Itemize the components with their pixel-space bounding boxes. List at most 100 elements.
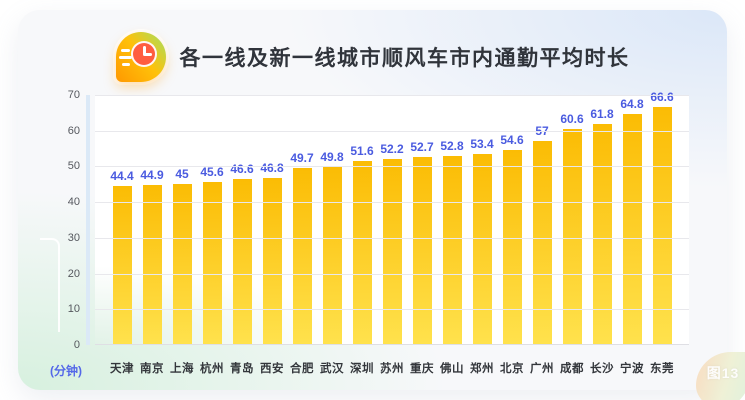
y-axis-tick: 50 <box>67 160 80 173</box>
x-axis-label: 广州 <box>530 363 554 375</box>
x-axis-label: 北京 <box>500 363 524 375</box>
bar-group: 53.4 <box>467 95 497 345</box>
bar-长沙: 61.8 <box>590 107 614 345</box>
gridline <box>95 273 689 275</box>
decorative-bracket <box>40 238 60 332</box>
bar-宁波: 64.8 <box>620 97 644 345</box>
chart-header: 各一线及新一线城市顺风车市内通勤平均时长 <box>18 32 727 82</box>
bar-chart: 0 10 20 30 40 50 60 70 44.4 44.9 45 45.6 46.6 46.8 49… <box>18 10 727 390</box>
bar-value-label: 52.7 <box>410 139 434 154</box>
y-axis-tick: 70 <box>67 89 80 101</box>
bar-group: 57 <box>527 95 557 345</box>
x-axis-label: 重庆 <box>410 363 434 375</box>
figure-number-label: 图13 <box>706 365 740 381</box>
x-axis-label: 杭州 <box>200 363 224 375</box>
bar-value-label: 44.9 <box>140 167 164 182</box>
gridline <box>95 344 689 345</box>
bar-group: 49.8 <box>317 95 347 345</box>
y-axis-tick: 0 <box>73 339 80 351</box>
gridline <box>95 202 689 204</box>
x-axis-label: 上海 <box>170 363 194 375</box>
bar-杭州: 45.6 <box>200 165 224 345</box>
bar-成都: 60.6 <box>560 112 584 345</box>
bar-合肥: 49.7 <box>290 151 314 345</box>
gridline <box>95 130 689 132</box>
gridline <box>95 237 689 239</box>
bar-value-label: 49.8 <box>320 150 344 165</box>
chart-card: 各一线及新一线城市顺风车市内通勤平均时长 0 10 20 30 40 50 60 70 44.… <box>18 10 727 390</box>
gridline <box>95 166 689 168</box>
x-axis-label: 合肥 <box>290 363 314 375</box>
bar-佛山: 52.8 <box>440 139 464 345</box>
x-axis-label: 青岛 <box>230 363 254 375</box>
bar-group: 61.8 <box>587 95 617 345</box>
bar-北京: 54.6 <box>500 133 524 345</box>
y-axis-tick: 20 <box>67 267 80 280</box>
x-axis-label: 武汉 <box>320 363 344 375</box>
x-axis: 天津 南京 上海 杭州 青岛 西安 合肥 武汉 深圳 苏州 重庆 佛山 郑州 北京 广州 成都 长沙 宁波 东莞 <box>95 361 689 377</box>
bar-group: 49.7 <box>287 95 317 345</box>
bar-group: 44.9 <box>137 95 167 345</box>
bar-value-label: 45.6 <box>200 165 224 180</box>
bar-value-label: 46.8 <box>260 160 284 175</box>
bar-value-label: 54.6 <box>500 133 524 147</box>
bar-group: 46.6 <box>227 95 257 345</box>
plot-area: 44.4 44.9 45 45.6 46.6 46.8 49.7 49.8 51.6 52.2 52… <box>95 90 689 345</box>
bar-value-label: 45 <box>175 167 189 182</box>
bar-group: 60.6 <box>557 95 587 345</box>
bar-group: 51.6 <box>347 95 377 345</box>
y-axis-tick: 10 <box>67 303 80 316</box>
x-axis-label: 佛山 <box>440 363 464 375</box>
bar-group: 52.8 <box>437 95 467 345</box>
bar-group: 46.8 <box>257 95 287 345</box>
bar-group: 52.7 <box>407 95 437 345</box>
x-axis-label: 西安 <box>260 363 284 375</box>
x-axis-label: 郑州 <box>470 363 494 375</box>
gridline <box>95 309 689 311</box>
bars-row: 44.4 44.9 45 45.6 46.6 46.8 49.7 49.8 51.6 52.2 52… <box>95 90 689 345</box>
bar-group: 45.6 <box>197 95 227 345</box>
bar-value-label: 51.6 <box>350 143 374 158</box>
bar-上海: 45 <box>172 167 192 345</box>
bar-value-label: 60.6 <box>560 111 584 126</box>
bar-value-label: 53.4 <box>470 137 494 152</box>
x-axis-label: 长沙 <box>590 363 614 375</box>
bar-青岛: 46.6 <box>230 162 254 345</box>
bar-广州: 57 <box>532 124 552 345</box>
bar-group: 54.6 <box>497 95 527 345</box>
x-axis-label: 东莞 <box>650 363 674 375</box>
bar-苏州: 52.2 <box>380 142 404 345</box>
bar-value-label: 66.6 <box>650 90 674 105</box>
bar-南京: 44.9 <box>140 168 164 345</box>
bar-郑州: 53.4 <box>470 137 494 345</box>
gridline <box>95 95 689 96</box>
y-axis-tick: 30 <box>67 231 80 244</box>
bar-value-label: 52.2 <box>380 141 404 156</box>
bar-value-label: 46.6 <box>230 161 254 176</box>
bar-group: 66.6 <box>647 90 677 345</box>
y-axis-unit-label: (分钟) <box>50 364 82 378</box>
x-axis-label: 成都 <box>560 363 584 375</box>
bar-group: 64.8 <box>617 95 647 345</box>
bar-value-label: 61.8 <box>590 107 614 122</box>
clock-speed-icon <box>115 32 166 82</box>
bar-group: 44.4 <box>107 95 137 345</box>
bar-西安: 46.8 <box>260 161 284 345</box>
bar-重庆: 52.7 <box>410 140 434 345</box>
clock-face-icon <box>130 41 157 67</box>
x-axis-label: 南京 <box>140 363 164 375</box>
bar-value-label: 52.8 <box>440 139 464 154</box>
x-axis-label: 天津 <box>110 363 134 375</box>
bar-value-label: 44.4 <box>110 169 134 184</box>
y-axis-tick: 40 <box>67 196 80 209</box>
x-axis-label: 苏州 <box>380 363 404 375</box>
x-axis-label: 宁波 <box>620 363 644 375</box>
bar-value-label: 64.8 <box>620 96 644 111</box>
bar-武汉: 49.8 <box>320 150 344 345</box>
x-axis-label: 深圳 <box>350 363 374 375</box>
bar-天津: 44.4 <box>110 169 134 345</box>
y-axis-tick: 60 <box>67 124 80 137</box>
bar-group: 52.2 <box>377 95 407 345</box>
bar-深圳: 51.6 <box>350 144 374 345</box>
bar-group: 45 <box>167 95 197 345</box>
